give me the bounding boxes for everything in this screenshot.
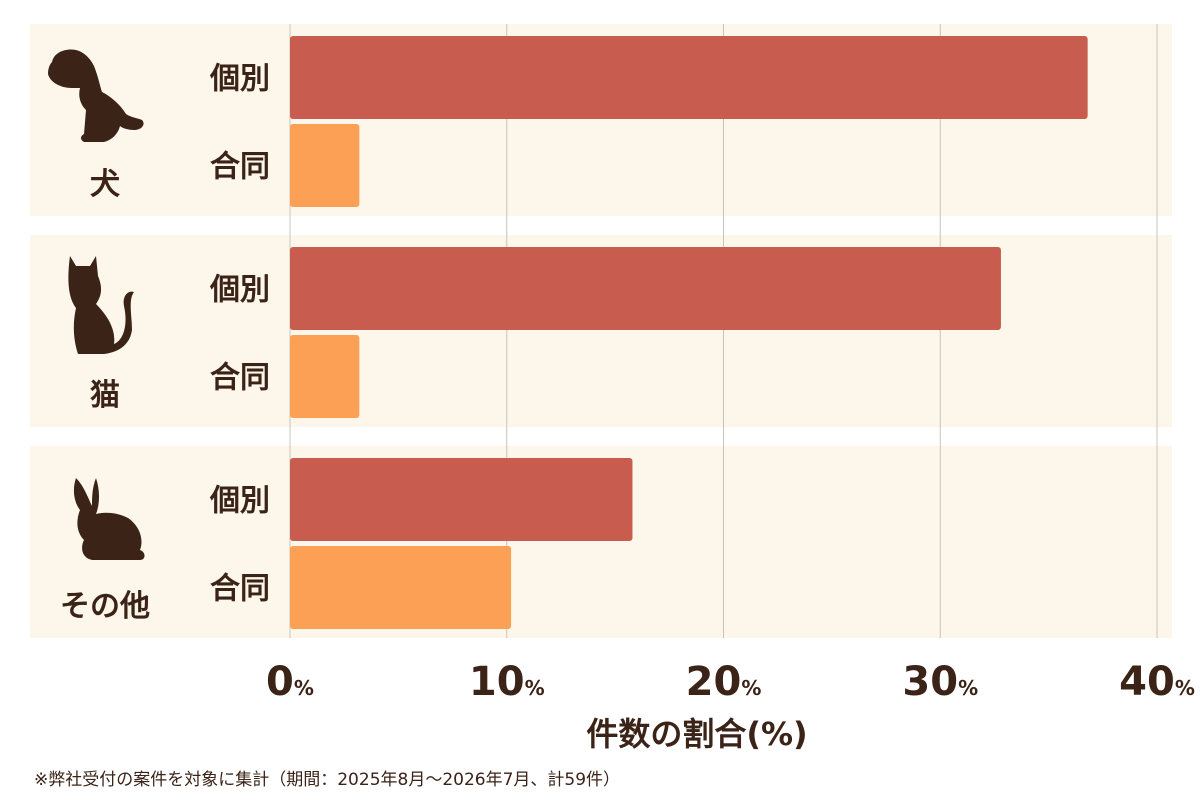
bar-goudou — [290, 124, 360, 207]
series-label: 個別 — [209, 484, 270, 519]
x-tick-label: 20% — [686, 659, 762, 705]
rabbit-icon — [73, 478, 145, 560]
bar-goudou — [290, 335, 360, 418]
category-label: 猫 — [90, 378, 120, 413]
series-label: 合同 — [210, 361, 270, 396]
x-tick-label: 0% — [266, 659, 314, 705]
series-label: 合同 — [210, 150, 270, 185]
bar-kobetsu — [290, 247, 1001, 330]
bar-kobetsu — [290, 36, 1088, 119]
x-tick-label: 40% — [1119, 659, 1195, 705]
bar-kobetsu — [290, 458, 633, 541]
series-label: 個別 — [209, 62, 270, 97]
series-label: 個別 — [209, 273, 270, 308]
category-label: その他 — [60, 589, 150, 624]
cat-icon — [68, 256, 134, 354]
x-axis-title: 件数の割合(%) — [586, 715, 807, 753]
category-label: 犬 — [90, 167, 120, 202]
category-icons — [48, 49, 145, 560]
dog-icon — [48, 49, 144, 142]
bar-goudou — [290, 546, 512, 629]
x-tick-labels: 0% 10% 20% 30% 40% — [266, 659, 1195, 705]
x-tick-label: 10% — [469, 659, 545, 705]
bars — [290, 36, 1088, 629]
x-tick-label: 30% — [902, 659, 978, 705]
series-label: 合同 — [210, 572, 270, 607]
footnote: ※弊社受付の案件を対象に集計（期間：2025年8月～2026年7月、計59件） — [34, 770, 620, 790]
